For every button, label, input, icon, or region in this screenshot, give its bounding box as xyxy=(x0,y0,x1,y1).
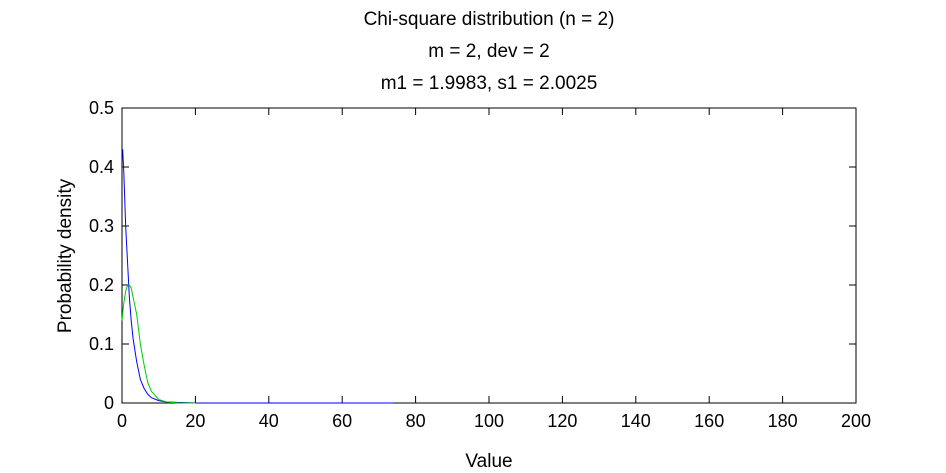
series-line-1 xyxy=(122,149,394,404)
series-lines xyxy=(121,149,394,404)
chart-title-line-2: m = 2, dev = 2 xyxy=(428,41,549,62)
x-tick-label: 100 xyxy=(474,411,504,431)
chart-title-line-1: Chi-square distribution (n = 2) xyxy=(364,9,615,30)
y-tick-label: 0 xyxy=(104,393,114,413)
y-tick-label: 0.5 xyxy=(89,98,114,118)
x-tick-label: 140 xyxy=(621,411,651,431)
x-tick-label: 200 xyxy=(841,411,871,431)
y-tick-label: 0.3 xyxy=(89,216,114,236)
x-tick-label: 60 xyxy=(332,411,352,431)
x-tick-label: 40 xyxy=(259,411,279,431)
x-tick-label: 160 xyxy=(694,411,724,431)
chart-title-line-3: m1 = 1.9983, s1 = 2.0025 xyxy=(381,73,598,94)
x-tick-label: 80 xyxy=(406,411,426,431)
x-tick-label: 20 xyxy=(185,411,205,431)
y-axis-label: Probability density xyxy=(55,178,76,333)
y-tick-label: 0.2 xyxy=(89,275,114,295)
x-tick-label: 180 xyxy=(768,411,798,431)
x-tick-label: 120 xyxy=(547,411,577,431)
plot-area xyxy=(121,107,857,404)
series-line-2 xyxy=(121,284,196,404)
x-axis-label: Value xyxy=(465,451,512,472)
y-tick-label: 0.4 xyxy=(89,157,114,177)
y-tick-label: 0.1 xyxy=(89,334,114,354)
axis-ticks: 0 20 40 60 80 100 120 140 160 180 200 0 0.1 0.2 0.3 0.4… xyxy=(89,98,871,431)
x-tick-label: 0 xyxy=(117,411,127,431)
